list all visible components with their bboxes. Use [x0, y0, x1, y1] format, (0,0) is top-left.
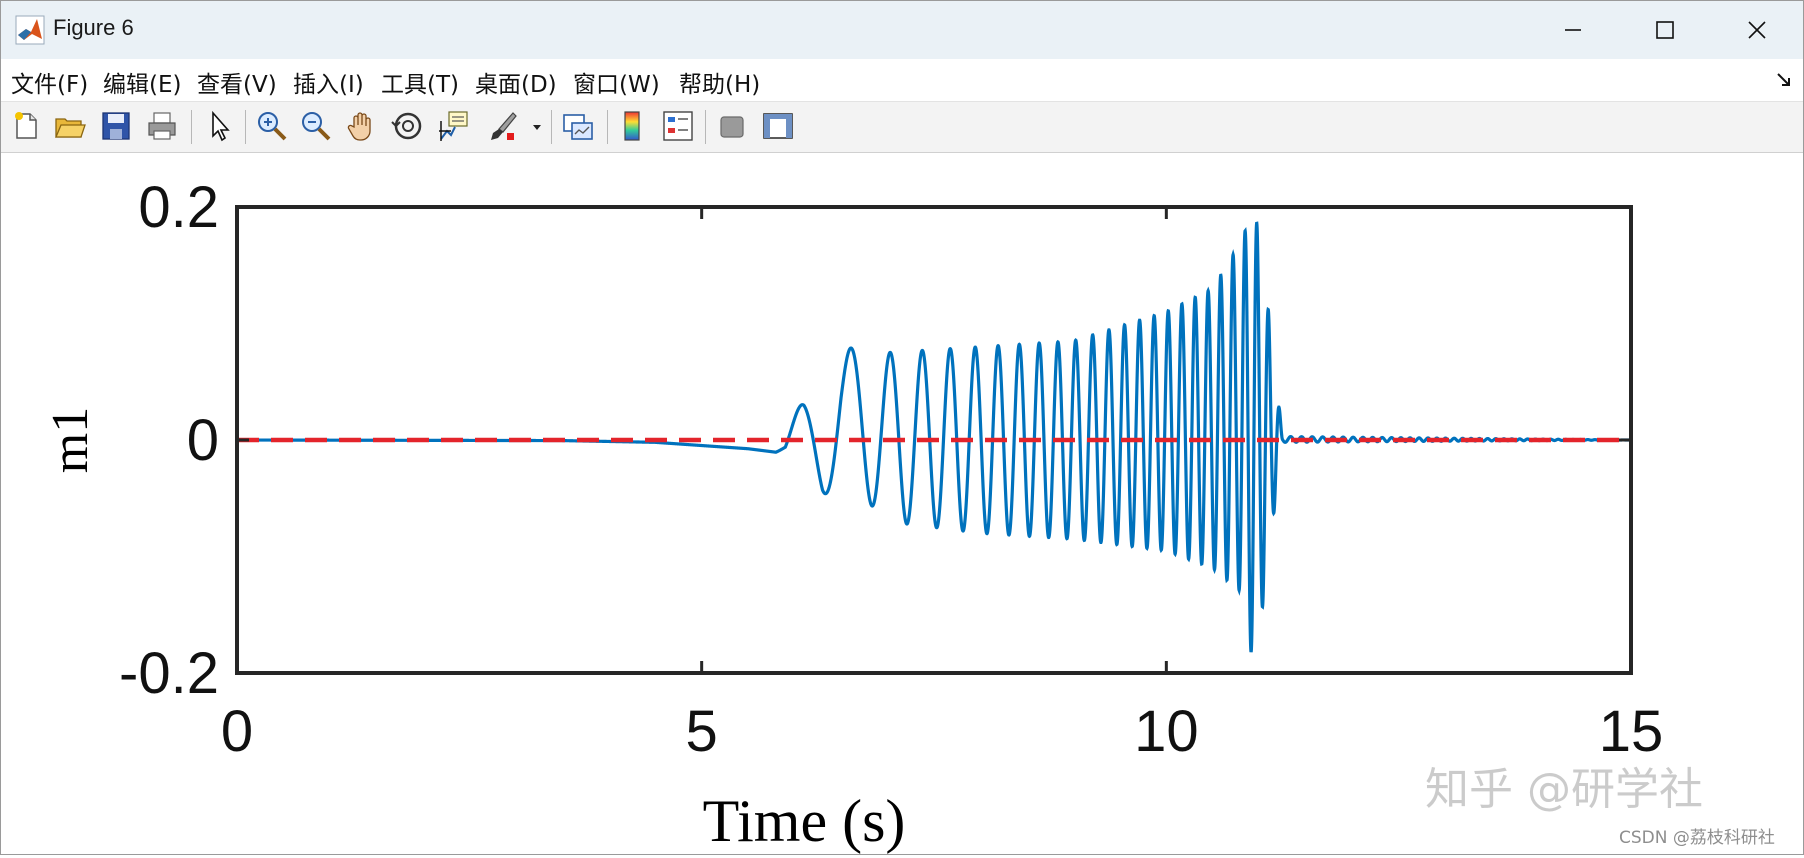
zoom-in-icon[interactable] [255, 109, 289, 143]
toolbar-separator [551, 110, 552, 144]
title-bar[interactable]: Figure 6 [1, 1, 1803, 59]
menu-file[interactable]: 文件(F) [11, 72, 89, 98]
zhihu-watermark: 知乎 @研学社 [1425, 764, 1703, 815]
menu-tools[interactable]: 工具(T) [381, 72, 459, 98]
legend-icon[interactable] [661, 109, 695, 143]
menu-help[interactable]: 帮助(H) [679, 72, 761, 98]
data-cursor-icon[interactable] [437, 109, 471, 143]
csdn-watermark: CSDN @荔枝科研社 [1619, 828, 1775, 848]
x-tick-label: 0 [221, 699, 253, 764]
brush-icon[interactable] [485, 109, 519, 143]
link-plot-icon[interactable] [561, 109, 595, 143]
menu-window[interactable]: 窗口(W) [573, 72, 660, 98]
close-icon [1748, 21, 1766, 39]
window-title: Figure 6 [53, 15, 134, 40]
pointer-icon[interactable] [203, 109, 237, 143]
menu-desktop[interactable]: 桌面(D) [475, 72, 557, 98]
signal-line [237, 221, 1631, 653]
figure-toolbar [1, 102, 1803, 153]
y-tick-label: -0.2 [119, 641, 219, 706]
y-tick-label: 0.2 [138, 175, 219, 240]
new-figure-icon[interactable] [9, 109, 43, 143]
plot-area: 0 5 10 15 0.2 0 -0.2 m1 Time (s) [1, 153, 1803, 854]
chart[interactable]: 0 5 10 150.20-0.2 m1 Time (s) [1, 153, 1803, 854]
matlab-logo-icon [15, 15, 45, 45]
pan-hand-icon[interactable] [345, 109, 379, 143]
toolbar-separator [705, 110, 706, 144]
x-tick-label: 15 [1599, 699, 1664, 764]
y-axis-label: m1 [42, 407, 99, 473]
menu-edit[interactable]: 编辑(E) [103, 72, 182, 98]
open-file-icon[interactable] [53, 109, 87, 143]
y-tick-label: 0 [187, 408, 219, 473]
minimize-button[interactable] [1527, 1, 1619, 59]
brush-dropdown-chevron-down-icon[interactable] [531, 122, 543, 132]
print-icon[interactable] [145, 109, 179, 143]
toolbar-separator [191, 110, 192, 144]
hide-plot-tools-icon[interactable] [715, 109, 749, 143]
menu-insert[interactable]: 插入(I) [293, 72, 364, 98]
colorbar-icon[interactable] [615, 109, 649, 143]
close-button[interactable] [1711, 1, 1803, 59]
maximize-button[interactable] [1619, 1, 1711, 59]
show-plot-tools-icon[interactable] [761, 109, 795, 143]
dock-figure-icon[interactable] [1775, 71, 1793, 89]
maximize-icon [1656, 21, 1674, 39]
x-tick-label: 5 [686, 699, 718, 764]
menu-view[interactable]: 查看(V) [197, 72, 277, 98]
rotate-3d-icon[interactable] [391, 109, 425, 143]
x-axis-label: Time (s) [703, 788, 906, 854]
save-icon[interactable] [99, 109, 133, 143]
zoom-out-icon[interactable] [299, 109, 333, 143]
menu-bar: 文件(F) 编辑(E) 查看(V) 插入(I) 工具(T) 桌面(D) 窗口(W… [1, 59, 1803, 102]
minimize-icon [1565, 29, 1581, 31]
x-tick-label: 10 [1134, 699, 1199, 764]
toolbar-separator [245, 110, 246, 144]
toolbar-separator [607, 110, 608, 144]
